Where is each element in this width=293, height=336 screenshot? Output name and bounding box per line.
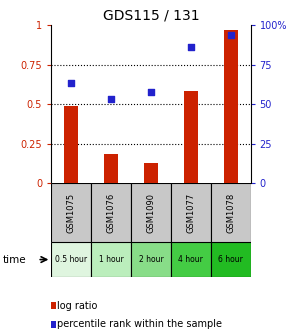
- Point: [69, 80, 74, 86]
- Text: GSM1078: GSM1078: [226, 193, 235, 233]
- Bar: [171, 183, 211, 242]
- Point: [188, 45, 193, 50]
- Bar: [131, 183, 171, 242]
- Bar: [171, 242, 211, 277]
- Bar: [91, 183, 131, 242]
- Text: 6 hour: 6 hour: [218, 255, 243, 264]
- Bar: [184, 91, 198, 183]
- Point: [228, 33, 233, 38]
- Text: GSM1090: GSM1090: [146, 193, 155, 233]
- Bar: [144, 163, 158, 183]
- Text: time: time: [3, 255, 27, 264]
- Text: GSM1075: GSM1075: [67, 193, 76, 233]
- Text: percentile rank within the sample: percentile rank within the sample: [57, 319, 222, 329]
- Bar: [104, 154, 118, 183]
- Bar: [91, 242, 131, 277]
- Point: [109, 96, 113, 101]
- Bar: [211, 242, 251, 277]
- Text: log ratio: log ratio: [57, 301, 97, 311]
- Text: GSM1077: GSM1077: [186, 193, 195, 233]
- Text: 0.5 hour: 0.5 hour: [55, 255, 87, 264]
- Bar: [51, 242, 91, 277]
- Text: 4 hour: 4 hour: [178, 255, 203, 264]
- Point: [149, 90, 153, 95]
- Title: GDS115 / 131: GDS115 / 131: [103, 9, 199, 23]
- Bar: [224, 30, 238, 183]
- Bar: [51, 183, 91, 242]
- Bar: [131, 242, 171, 277]
- Text: 2 hour: 2 hour: [139, 255, 163, 264]
- Text: GSM1076: GSM1076: [107, 193, 115, 233]
- Bar: [211, 183, 251, 242]
- Text: 1 hour: 1 hour: [99, 255, 123, 264]
- Bar: [64, 106, 78, 183]
